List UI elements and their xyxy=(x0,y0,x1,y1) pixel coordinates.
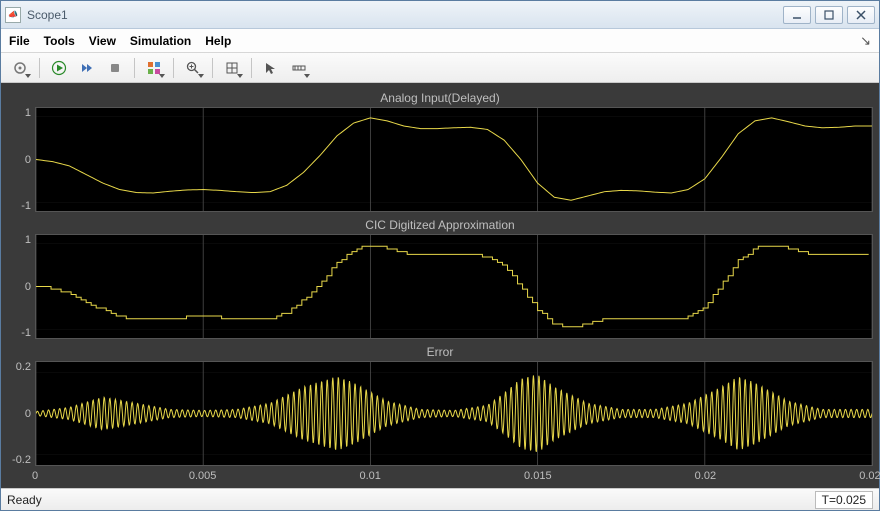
maximize-button[interactable] xyxy=(815,6,843,24)
x-axis-labels: 00.0050.010.0150.020.025 xyxy=(35,470,873,488)
measurements-button[interactable] xyxy=(286,56,312,80)
menu-view[interactable]: View xyxy=(89,34,116,48)
config-button[interactable] xyxy=(7,56,33,80)
menu-help[interactable]: Help xyxy=(205,34,231,48)
y-axis-labels: 10-1 xyxy=(7,107,35,212)
panel-title: CIC Digitized Approximation xyxy=(7,216,873,234)
step-forward-button[interactable] xyxy=(74,56,100,80)
minimize-button[interactable] xyxy=(783,6,811,24)
cursor-button[interactable] xyxy=(258,56,284,80)
menu-simulation[interactable]: Simulation xyxy=(130,34,191,48)
status-text: Ready xyxy=(7,493,42,507)
app-icon: 📣 xyxy=(5,7,21,23)
axes[interactable] xyxy=(35,361,873,466)
stop-button[interactable] xyxy=(102,56,128,80)
plot-area: Analog Input(Delayed) 10-1 CIC Digitized… xyxy=(1,83,879,488)
menu-overflow-icon[interactable]: ↘ xyxy=(860,33,871,49)
y-axis-labels: 10-1 xyxy=(7,234,35,339)
run-button[interactable] xyxy=(46,56,72,80)
close-button[interactable] xyxy=(847,6,875,24)
window-title: Scope1 xyxy=(27,8,68,22)
panel-title: Analog Input(Delayed) xyxy=(7,89,873,107)
scope-window: 📣 Scope1 File Tools View Simulation Help… xyxy=(0,0,880,511)
status-time: T=0.025 xyxy=(815,491,873,509)
triggers-button[interactable] xyxy=(141,56,167,80)
panel-1: CIC Digitized Approximation 10-1 xyxy=(7,216,873,339)
axes[interactable] xyxy=(35,107,873,212)
statusbar: Ready T=0.025 xyxy=(1,488,879,510)
panel-2: Error 0.20-0.2 xyxy=(7,343,873,466)
toolbar xyxy=(1,53,879,83)
panel-title: Error xyxy=(7,343,873,361)
y-axis-labels: 0.20-0.2 xyxy=(7,361,35,466)
menu-file[interactable]: File xyxy=(9,34,30,48)
scale-axes-button[interactable] xyxy=(219,56,245,80)
titlebar[interactable]: 📣 Scope1 xyxy=(1,1,879,29)
panel-0: Analog Input(Delayed) 10-1 xyxy=(7,89,873,212)
axes[interactable] xyxy=(35,234,873,339)
menu-tools[interactable]: Tools xyxy=(44,34,75,48)
menubar: File Tools View Simulation Help ↘ xyxy=(1,29,879,53)
zoom-button[interactable] xyxy=(180,56,206,80)
